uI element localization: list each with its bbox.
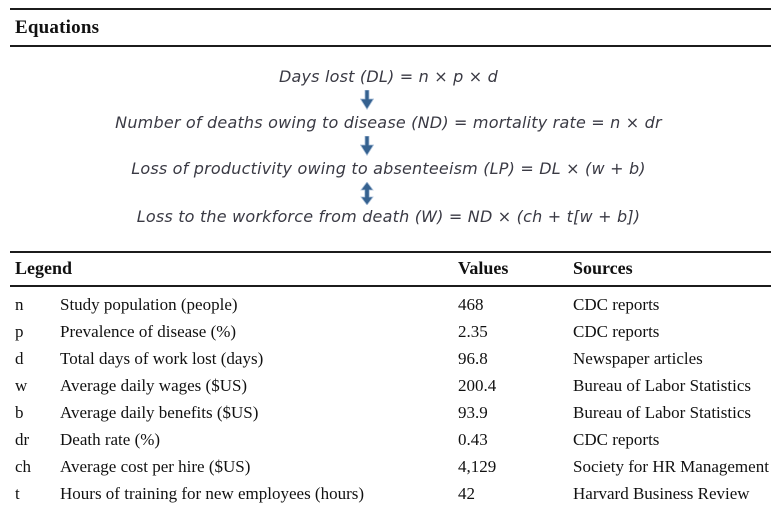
row-value: 200.4: [458, 376, 497, 395]
row-value: 0.43: [458, 430, 488, 449]
row-description: Average daily benefits ($US): [60, 403, 259, 422]
table-header-row: Legend Values Sources: [15, 253, 770, 285]
down-arrow-icon: [359, 136, 374, 156]
row-symbol: p: [15, 322, 24, 341]
row-source: Harvard Business Review: [573, 484, 750, 503]
row-value: 42: [458, 484, 475, 503]
equation-number-of-deaths: Number of deaths owing to disease (ND) =…: [115, 113, 662, 132]
table-row: ch Average cost per hire ($US) 4,129 Soc…: [15, 453, 770, 480]
row-value: 468: [458, 295, 484, 314]
table-row: n Study population (people) 468 CDC repo…: [15, 291, 770, 318]
equations-title-underline: [10, 45, 771, 47]
table-row: w Average daily wages ($US) 200.4 Bureau…: [15, 372, 770, 399]
row-source: CDC reports: [573, 295, 660, 314]
column-header-sources: Sources: [573, 258, 633, 278]
row-symbol: ch: [15, 457, 32, 476]
table-row: d Total days of work lost (days) 96.8 Ne…: [15, 345, 770, 372]
row-description: Hours of training for new employees (hou…: [60, 484, 365, 503]
row-description: Study population (people): [60, 295, 238, 314]
equation-loss-to-workforce: Loss to the workforce from death (W) = N…: [136, 207, 641, 226]
flow-arrow-3: [0, 182, 755, 205]
legend-table: Legend Values Sources n Study population…: [0, 251, 777, 509]
row-value: 96.8: [458, 349, 488, 368]
row-value: 93.9: [458, 403, 488, 422]
row-source: Bureau of Labor Statistics: [573, 376, 751, 395]
row-source: CDC reports: [573, 430, 660, 449]
table-header-rule: [10, 285, 771, 287]
row-symbol: b: [15, 403, 24, 422]
row-description: Average daily wages ($US): [60, 376, 248, 395]
row-value: 2.35: [458, 322, 488, 341]
table-row: b Average daily benefits ($US) 93.9 Bure…: [15, 399, 770, 426]
row-source: Newspaper articles: [573, 349, 703, 368]
up-down-arrow-icon: [359, 182, 374, 205]
row-symbol: t: [15, 484, 20, 503]
equation-loss-of-productivity: Loss of productivity owing to absenteeis…: [131, 159, 646, 178]
flow-arrow-1: [0, 90, 755, 110]
top-rule: [10, 8, 771, 10]
row-symbol: dr: [15, 430, 30, 449]
column-header-values: Values: [458, 258, 509, 278]
row-source: CDC reports: [573, 322, 660, 341]
table-row: p Prevalence of disease (%) 2.35 CDC rep…: [15, 318, 770, 345]
equations-flow: Days lost (DL) = n × p × d Number of dea…: [0, 66, 777, 228]
equations-section-title: Equations: [15, 17, 100, 38]
flow-arrow-2: [0, 136, 755, 156]
row-symbol: n: [15, 295, 24, 314]
row-description: Death rate (%): [60, 430, 161, 449]
table-row: t Hours of training for new employees (h…: [15, 480, 770, 507]
row-description: Total days of work lost (days): [60, 349, 264, 368]
row-symbol: w: [15, 376, 28, 395]
table-top-rule: [10, 251, 771, 253]
row-source: Bureau of Labor Statistics: [573, 403, 751, 422]
row-value: 4,129: [458, 457, 497, 476]
table-body: n Study population (people) 468 CDC repo…: [0, 287, 777, 509]
row-description: Prevalence of disease (%): [60, 322, 237, 341]
column-header-legend: Legend: [15, 258, 73, 278]
down-arrow-icon: [359, 90, 374, 110]
row-symbol: d: [15, 349, 24, 368]
row-description: Average cost per hire ($US): [60, 457, 251, 476]
table-row: dr Death rate (%) 0.43 CDC reports: [15, 426, 770, 453]
equation-days-lost: Days lost (DL) = n × p × d: [278, 67, 499, 86]
row-source: Society for HR Management: [573, 457, 769, 476]
